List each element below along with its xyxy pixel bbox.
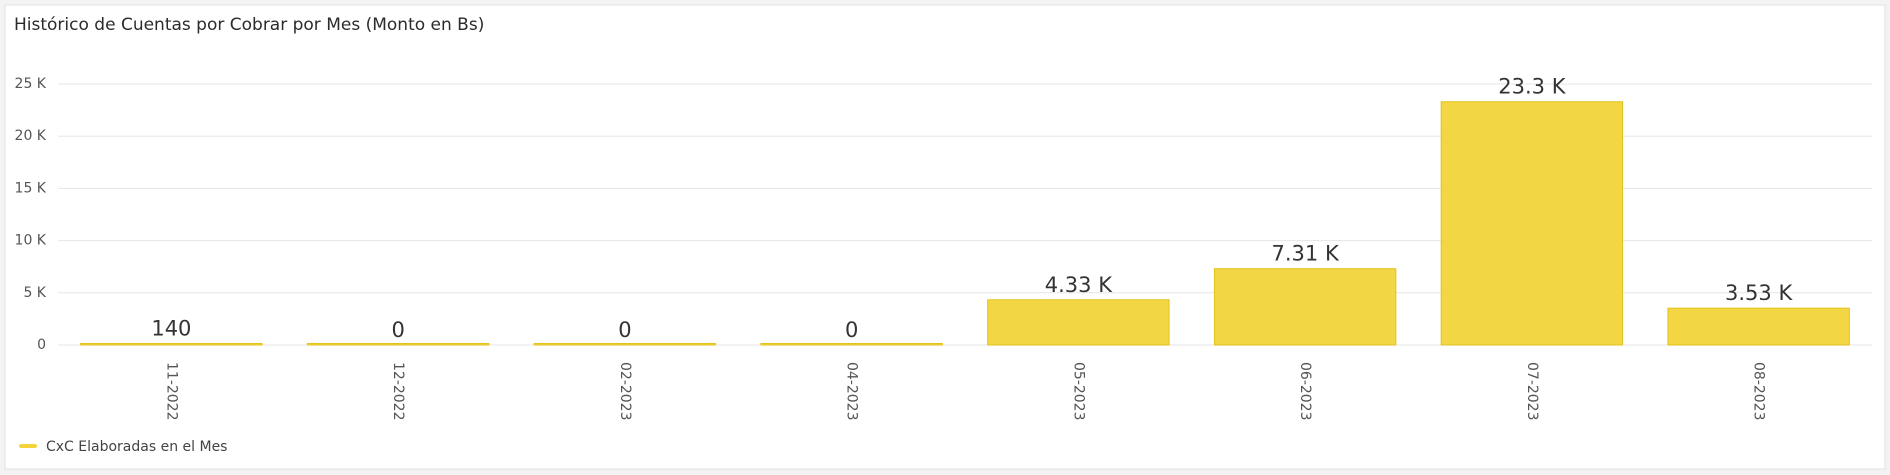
legend-swatch bbox=[19, 444, 37, 448]
y-tick-label: 10 K bbox=[15, 233, 47, 249]
y-tick-label: 20 K bbox=[15, 128, 47, 144]
chart-title: Histórico de Cuentas por Cobrar por Mes … bbox=[14, 15, 484, 35]
x-tick-label: 12-2022 bbox=[390, 362, 406, 421]
legend-label: CxC Elaboradas en el Mes bbox=[46, 439, 227, 455]
bar bbox=[533, 343, 717, 346]
value-label: 3.53 K bbox=[1725, 281, 1793, 305]
bar bbox=[987, 299, 1170, 346]
value-label: 0 bbox=[845, 318, 858, 342]
x-tick-label: 02-2023 bbox=[617, 362, 633, 421]
x-tick-label: 06-2023 bbox=[1297, 362, 1313, 421]
bar bbox=[760, 343, 943, 346]
y-tick-label: 0 bbox=[37, 337, 46, 353]
value-label: 23.3 K bbox=[1498, 75, 1566, 99]
value-label: 7.31 K bbox=[1272, 242, 1340, 266]
y-tick-label: 5 K bbox=[23, 285, 46, 301]
value-label: 4.33 K bbox=[1045, 273, 1113, 297]
x-tick-label: 04-2023 bbox=[844, 362, 860, 421]
bar bbox=[306, 343, 490, 346]
bar bbox=[1667, 307, 1850, 346]
y-tick-label: 15 K bbox=[15, 180, 47, 196]
y-tick-label: 25 K bbox=[15, 76, 47, 92]
x-tick-label: 05-2023 bbox=[1070, 362, 1086, 421]
value-label: 0 bbox=[618, 318, 631, 342]
value-label: 0 bbox=[391, 318, 404, 342]
x-tick-label: 11-2022 bbox=[163, 362, 179, 421]
bar bbox=[80, 343, 263, 346]
bar bbox=[1213, 268, 1397, 346]
bar bbox=[1440, 101, 1624, 346]
x-tick-label: 07-2023 bbox=[1524, 362, 1540, 421]
value-label: 140 bbox=[151, 317, 191, 341]
x-tick-label: 08-2023 bbox=[1751, 362, 1767, 421]
